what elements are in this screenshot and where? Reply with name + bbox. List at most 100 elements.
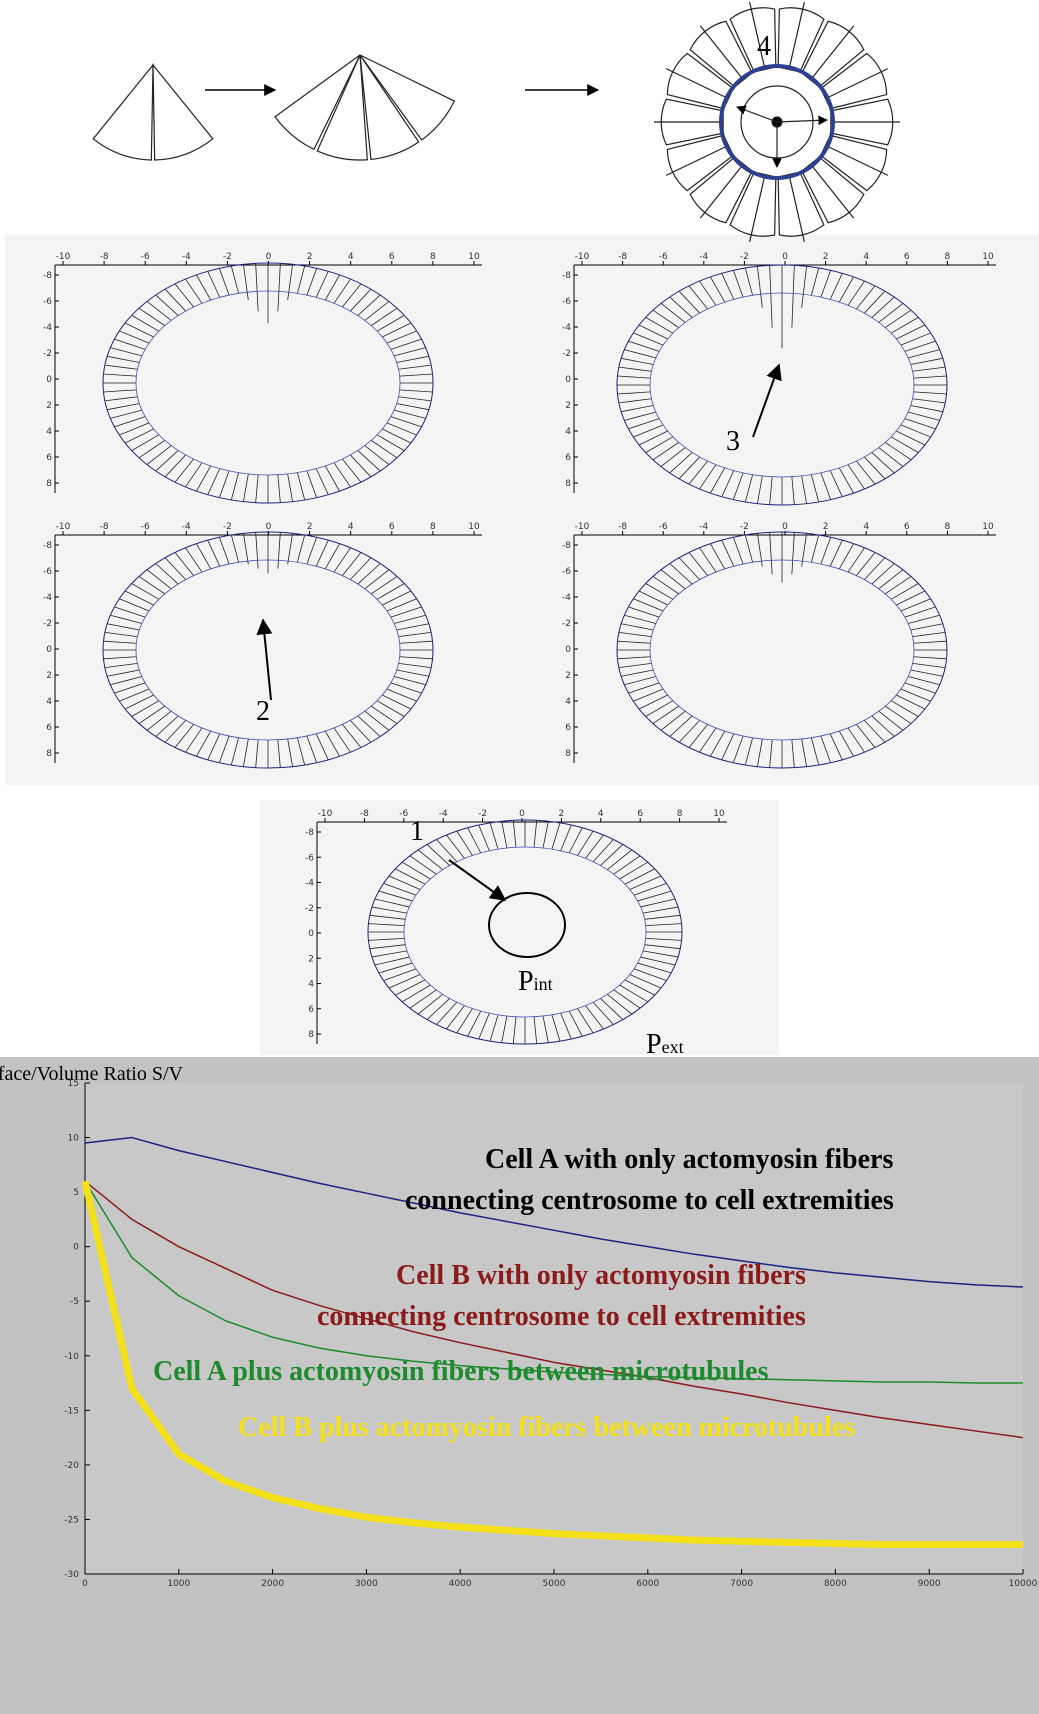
cell-edge xyxy=(810,267,820,296)
cell-edge xyxy=(398,632,432,637)
tick-label: -6 xyxy=(43,297,52,307)
cell-edge xyxy=(633,598,664,612)
cell-edge xyxy=(896,324,926,340)
cell-edge xyxy=(399,373,433,377)
cell-edge xyxy=(633,883,667,896)
cell-edge xyxy=(230,737,240,766)
cell-edge xyxy=(847,727,865,753)
cell-edge xyxy=(306,268,318,296)
cell-edge xyxy=(107,669,140,677)
tick-label: 2 xyxy=(823,252,829,262)
petal xyxy=(666,134,735,192)
tick-label: 0 xyxy=(565,375,571,385)
cell-edge xyxy=(357,715,381,737)
cell-edge xyxy=(196,274,212,301)
tick-label: 6 xyxy=(637,809,643,819)
tick-label: 6 xyxy=(904,252,910,262)
cell-edge xyxy=(904,682,936,694)
cell-edge xyxy=(230,265,240,294)
tick-label: 4 xyxy=(863,252,869,262)
cell-edge xyxy=(394,676,426,686)
cell-edge xyxy=(744,534,754,563)
cell-edge xyxy=(645,436,674,453)
cell-edge xyxy=(155,563,179,585)
petal xyxy=(801,156,865,224)
cell-edge xyxy=(908,411,940,421)
cell-edge xyxy=(618,366,652,372)
y-tick-label: -15 xyxy=(64,1406,79,1416)
cell-edge xyxy=(376,700,405,717)
cell-edge xyxy=(533,1016,538,1044)
tick-label: -8 xyxy=(100,522,109,532)
cell-edge xyxy=(196,465,212,492)
cell-edge xyxy=(370,576,398,595)
tick-label: 8 xyxy=(46,749,52,759)
x-tick-label: 2000 xyxy=(261,1579,284,1589)
tick-label: -2 xyxy=(562,619,571,629)
cell-edge xyxy=(810,534,820,563)
cell-edge xyxy=(638,430,668,446)
cell-edge xyxy=(585,1005,604,1030)
petal xyxy=(819,134,888,192)
arrow xyxy=(256,618,273,701)
cell-edge xyxy=(660,303,686,323)
cell-edge xyxy=(131,315,160,332)
tick-label: 2 xyxy=(307,252,313,262)
tick-label: 0 xyxy=(46,645,52,655)
cell-edge xyxy=(315,733,329,761)
cell-edge xyxy=(628,418,660,430)
cell-edge xyxy=(678,720,700,743)
cell-edge xyxy=(382,694,412,710)
cell-edge xyxy=(645,700,674,717)
cell-edge xyxy=(333,727,351,753)
inner-membrane xyxy=(135,290,401,476)
cell-edge xyxy=(864,456,886,480)
tick-label: 10 xyxy=(713,809,725,819)
cell-edge xyxy=(164,720,186,743)
cell-edge xyxy=(386,330,417,344)
cell-edge xyxy=(388,974,421,989)
cell-edge xyxy=(207,539,221,567)
cell-edge xyxy=(618,632,652,637)
cell-edge xyxy=(847,464,865,490)
cell-edge xyxy=(114,606,146,618)
outer-membrane xyxy=(102,262,434,504)
cell-edge xyxy=(652,309,680,328)
cell-edge xyxy=(390,338,422,350)
cell-edge xyxy=(769,739,773,768)
tick-label: 8 xyxy=(46,479,52,489)
petal-line xyxy=(699,25,744,80)
petal-line xyxy=(749,1,766,69)
cell-edge xyxy=(900,688,931,702)
cell-edge xyxy=(688,460,708,485)
cell-edge xyxy=(600,844,624,866)
cell-edge xyxy=(287,264,293,301)
cell-edge xyxy=(829,733,843,761)
cell-edge xyxy=(890,700,919,717)
tick-label: -10 xyxy=(56,252,71,262)
y-tick-label: -5 xyxy=(70,1297,79,1307)
cell-edge xyxy=(678,557,700,580)
cell-edge xyxy=(910,357,943,365)
cell-edge xyxy=(884,576,912,595)
petal xyxy=(666,52,735,110)
cell-edge xyxy=(864,557,886,580)
tick-label: 4 xyxy=(598,809,604,819)
cell-edge xyxy=(382,590,412,606)
cell-edge xyxy=(446,1005,465,1030)
y-tick-label: 15 xyxy=(68,1079,79,1089)
cell-edge xyxy=(287,473,293,502)
cell-edge xyxy=(638,324,668,340)
tick-label: 4 xyxy=(565,697,571,707)
tick-label: 0 xyxy=(266,522,272,532)
tick-label: 8 xyxy=(430,252,436,262)
cell-edge xyxy=(386,422,417,436)
cell-edge xyxy=(138,440,166,459)
cell-edge xyxy=(732,735,744,763)
arrow xyxy=(448,859,507,901)
cell-edge xyxy=(174,283,194,308)
cell-edge xyxy=(642,950,679,958)
cell-edge xyxy=(342,458,362,483)
